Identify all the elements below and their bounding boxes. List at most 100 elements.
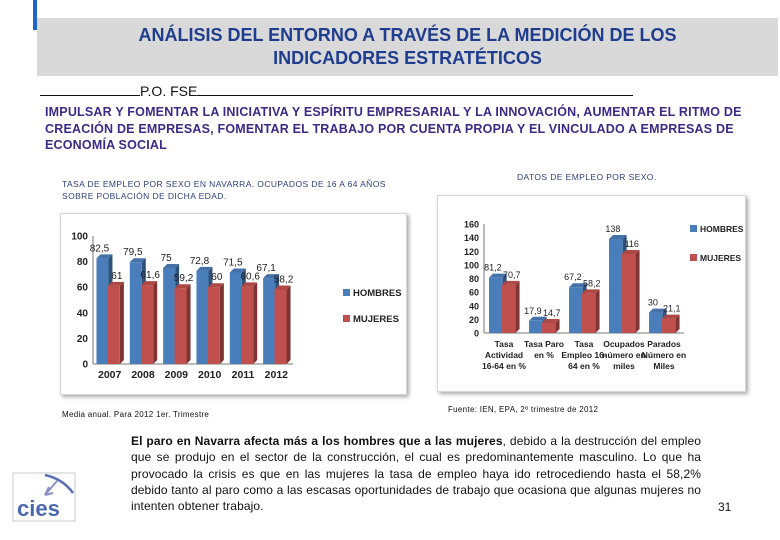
- bar-top: [274, 285, 291, 290]
- x-tick-label: Número en: [642, 350, 686, 360]
- title-banner: [37, 18, 778, 76]
- legend-swatch-mujeres: [343, 315, 350, 322]
- cies-logo-icon: cies: [12, 472, 76, 522]
- bar-top: [129, 258, 146, 263]
- bar-hombres: [196, 270, 209, 364]
- bar-side: [286, 285, 291, 364]
- page-title-line-1: ANÁLISIS DEL ENTORNO A TRAVÉS DE LA MEDI…: [138, 25, 677, 45]
- y-tick-label: 0: [474, 329, 479, 339]
- bar-top: [263, 274, 280, 279]
- bar-side: [595, 289, 600, 333]
- data-label: 61,6: [140, 270, 160, 281]
- x-tick-label: Parados: [647, 339, 681, 349]
- underline-right: [197, 81, 634, 96]
- y-tick-label: 40: [469, 301, 479, 311]
- bar-top: [241, 282, 258, 287]
- legend-label-hombres: HOMBRES: [700, 224, 744, 234]
- x-tick-label: Tasa: [495, 339, 514, 349]
- bar-top: [529, 316, 547, 321]
- y-tick-label: 100: [464, 260, 479, 270]
- y-tick-label: 40: [77, 308, 89, 319]
- page-title-line-2: INDICADORES ESTRATÉTICOS: [273, 48, 542, 68]
- bar-side: [219, 283, 224, 364]
- y-tick-label: 60: [469, 288, 479, 298]
- data-label: 138: [605, 224, 620, 234]
- legend-swatch-hombres: [690, 225, 697, 232]
- bar-hombres: [649, 312, 663, 333]
- x-tick-label: 2010: [198, 369, 222, 381]
- page-number: 31: [718, 500, 732, 514]
- accent-stripe: [33, 0, 37, 30]
- bar-mujeres: [501, 284, 516, 333]
- bar-side: [119, 281, 124, 364]
- data-label: 60,6: [240, 271, 260, 282]
- logo-text: cies: [17, 496, 60, 521]
- data-label: 75: [161, 253, 173, 264]
- bar-top: [541, 318, 560, 323]
- x-tick-label: Actividad: [485, 350, 523, 360]
- underline-left: [40, 81, 140, 96]
- data-label: 116: [625, 239, 639, 249]
- bar-top: [649, 308, 667, 313]
- legend-label-mujeres: MUJERES: [353, 314, 399, 325]
- x-tick-label: Ocupados: [603, 339, 645, 349]
- legend-swatch-hombres: [343, 289, 350, 296]
- bar-hombres: [569, 287, 583, 333]
- data-label: 79,5: [123, 247, 143, 258]
- left-margin: [0, 0, 33, 540]
- data-label: 30: [648, 298, 658, 308]
- data-label: 60: [211, 272, 223, 283]
- left-chart-source: Media anual. Para 2012 1er. Trimestre: [62, 410, 210, 419]
- bar-top: [107, 281, 124, 286]
- bar-mujeres: [581, 293, 596, 333]
- data-label: 17,9: [524, 306, 542, 316]
- data-label: 82,5: [90, 243, 110, 254]
- bar-top: [609, 234, 627, 239]
- legend-swatch-mujeres: [690, 254, 697, 261]
- bar-hombres: [529, 320, 543, 333]
- bar-mujeres: [174, 288, 187, 364]
- bar-hombres: [229, 272, 242, 364]
- cies-logo: cies: [5, 465, 85, 525]
- x-tick-label: Tasa Paro: [524, 339, 564, 349]
- y-tick-label: 160: [464, 220, 479, 230]
- y-tick-label: 80: [469, 274, 479, 284]
- bar-hombres: [163, 268, 176, 364]
- bar-mujeres: [241, 286, 254, 364]
- data-label: 67,2: [564, 272, 582, 282]
- bar-top: [229, 268, 246, 273]
- bar-top: [207, 283, 224, 288]
- x-tick-label: 2007: [98, 369, 122, 381]
- bar-top: [489, 273, 507, 278]
- analysis-paragraph: El paro en Navarra afecta más a los homb…: [131, 433, 701, 514]
- program-line: P.O. FSE: [40, 81, 634, 99]
- bar-top: [569, 283, 587, 288]
- y-tick-label: 0: [82, 360, 88, 371]
- data-label: 71,5: [223, 257, 243, 268]
- bar-side: [153, 281, 158, 364]
- data-label: 21,1: [663, 304, 681, 314]
- x-tick-label: miles: [613, 361, 635, 371]
- bar-mujeres: [621, 253, 636, 333]
- x-tick-label: 2008: [131, 369, 155, 381]
- x-tick-label: número en: [602, 350, 645, 360]
- employment-by-sex-chart: 0 20 40 60 80 100 120 140 160 81,2 70,7 Tasa Activid…: [437, 195, 746, 392]
- bar-hombres: [263, 278, 276, 364]
- y-tick-label: 20: [77, 334, 89, 345]
- x-tick-label: Empleo 16-: [561, 350, 607, 360]
- bar-mujeres: [541, 322, 556, 333]
- x-tick-label: 2011: [232, 369, 255, 381]
- bar-mujeres: [141, 285, 154, 364]
- bar-mujeres: [107, 285, 120, 364]
- data-label: 72,8: [190, 256, 210, 267]
- y-tick-label: 120: [464, 247, 479, 257]
- data-label: 67,1: [256, 263, 276, 274]
- bar-side: [675, 314, 680, 333]
- bar-top: [501, 280, 520, 285]
- bar-top: [581, 289, 600, 294]
- y-tick-label: 100: [71, 232, 88, 243]
- data-label: 61: [111, 271, 123, 282]
- bar-top: [141, 281, 158, 286]
- data-label: 81,2: [484, 263, 502, 273]
